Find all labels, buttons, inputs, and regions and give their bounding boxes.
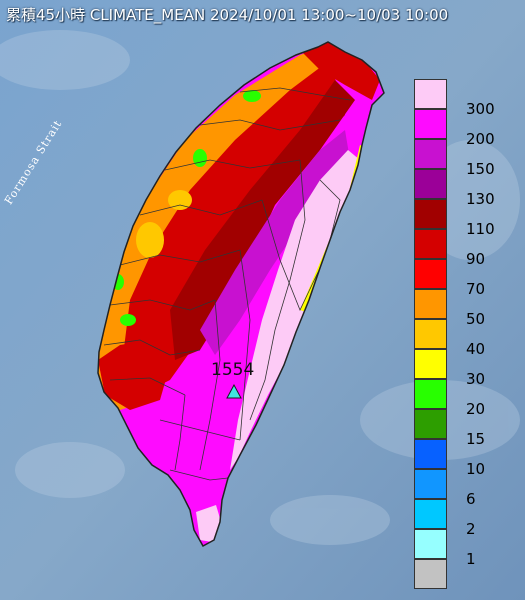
legend-label: 1 — [466, 550, 476, 568]
legend-swatch — [414, 79, 447, 109]
legend-swatch — [414, 109, 447, 139]
legend-label: 50 — [466, 310, 486, 328]
legend-label: 130 — [466, 190, 495, 208]
legend-swatch — [414, 499, 447, 529]
legend-label: 90 — [466, 250, 486, 268]
legend-swatch — [414, 289, 447, 319]
legend-swatch — [414, 559, 447, 589]
legend-label: 70 — [466, 280, 486, 298]
max-station-value: 1554 — [211, 360, 255, 380]
legend-swatch — [414, 439, 447, 469]
legend-label: 15 — [466, 430, 486, 448]
legend-swatch — [414, 169, 447, 199]
legend-label: 300 — [466, 100, 495, 118]
legend-swatch — [414, 469, 447, 499]
legend-label: 20 — [466, 400, 486, 418]
legend-swatch — [414, 319, 447, 349]
legend-swatch — [414, 259, 447, 289]
legend-swatch — [414, 199, 447, 229]
legend-swatch — [414, 409, 447, 439]
map-title: 累積45小時 CLIMATE_MEAN 2024/10/01 13:00~10/… — [6, 6, 449, 24]
legend-swatch — [414, 529, 447, 559]
legend-swatch — [414, 349, 447, 379]
legend-label: 110 — [466, 220, 495, 238]
boundary-lines — [103, 87, 351, 481]
legend-label: 6 — [466, 490, 476, 508]
legend-label: 150 — [466, 160, 495, 178]
legend-label: 2 — [466, 520, 476, 538]
legend-swatch — [414, 139, 447, 169]
legend-label: 10 — [466, 460, 486, 478]
legend-swatch — [414, 379, 447, 409]
legend-label: 40 — [466, 340, 486, 358]
legend-label: 30 — [466, 370, 486, 388]
legend-swatch — [414, 229, 447, 259]
legend-label: 200 — [466, 130, 495, 148]
max-station-marker — [226, 383, 242, 399]
